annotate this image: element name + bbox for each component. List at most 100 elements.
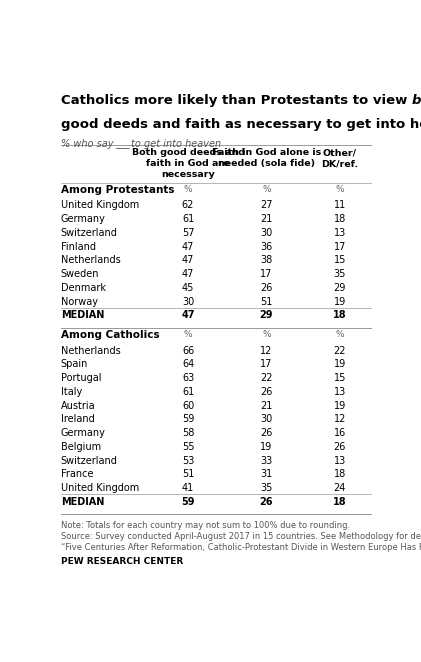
Text: “Five Centuries After Reformation, Catholic-Protestant Divide in Western Europe : “Five Centuries After Reformation, Catho… — [61, 544, 421, 552]
Text: 16: 16 — [333, 428, 346, 438]
Text: 51: 51 — [182, 469, 194, 479]
Text: MEDIAN: MEDIAN — [61, 497, 104, 507]
Text: 58: 58 — [182, 428, 194, 438]
Text: %: % — [184, 330, 192, 339]
Text: Among Protestants: Among Protestants — [61, 185, 174, 195]
Text: Austria: Austria — [61, 401, 96, 410]
Text: 19: 19 — [333, 297, 346, 307]
Text: 36: 36 — [260, 242, 272, 252]
Text: Spain: Spain — [61, 359, 88, 369]
Text: 26: 26 — [260, 283, 272, 293]
Text: 19: 19 — [260, 442, 272, 452]
Text: 47: 47 — [182, 256, 194, 265]
Text: France: France — [61, 469, 93, 479]
Text: Among Catholics: Among Catholics — [61, 330, 160, 340]
Text: 31: 31 — [260, 469, 272, 479]
Text: 19: 19 — [333, 359, 346, 369]
Text: 30: 30 — [182, 297, 194, 307]
Text: Germany: Germany — [61, 428, 106, 438]
Text: 18: 18 — [333, 310, 346, 320]
Text: 29: 29 — [333, 283, 346, 293]
Text: ___: ___ — [115, 138, 130, 148]
Text: 18: 18 — [333, 214, 346, 224]
Text: Switzerland: Switzerland — [61, 228, 117, 238]
Text: 47: 47 — [182, 269, 194, 279]
Text: %: % — [336, 185, 344, 194]
Text: Belgium: Belgium — [61, 442, 101, 452]
Text: 62: 62 — [182, 200, 194, 211]
Text: Catholics more likely than Protestants to view: Catholics more likely than Protestants t… — [61, 94, 412, 107]
Text: Switzerland: Switzerland — [61, 455, 117, 465]
Text: 30: 30 — [260, 414, 272, 424]
Text: 61: 61 — [182, 214, 194, 224]
Text: Faith in God alone is
needed (sola fide): Faith in God alone is needed (sola fide) — [212, 148, 321, 168]
Text: 17: 17 — [260, 359, 272, 369]
Text: 35: 35 — [260, 483, 272, 493]
Text: 41: 41 — [182, 483, 194, 493]
Text: 55: 55 — [182, 442, 194, 452]
Text: 18: 18 — [333, 469, 346, 479]
Text: both: both — [412, 94, 421, 107]
Text: 19: 19 — [333, 401, 346, 410]
Text: good deeds and faith as necessary to get into heaven: good deeds and faith as necessary to get… — [61, 118, 421, 131]
Text: 29: 29 — [260, 310, 273, 320]
Text: 17: 17 — [333, 242, 346, 252]
Text: 17: 17 — [260, 269, 272, 279]
Text: 38: 38 — [260, 256, 272, 265]
Text: 47: 47 — [181, 310, 195, 320]
Text: 13: 13 — [333, 228, 346, 238]
Text: 22: 22 — [260, 373, 272, 383]
Text: 24: 24 — [333, 483, 346, 493]
Text: Sweden: Sweden — [61, 269, 99, 279]
Text: 33: 33 — [260, 455, 272, 465]
Text: Italy: Italy — [61, 387, 82, 397]
Text: 59: 59 — [182, 414, 194, 424]
Text: United Kingdom: United Kingdom — [61, 483, 139, 493]
Text: PEW RESEARCH CENTER: PEW RESEARCH CENTER — [61, 557, 183, 565]
Text: 12: 12 — [260, 346, 272, 355]
Text: 51: 51 — [260, 297, 272, 307]
Text: 13: 13 — [333, 455, 346, 465]
Text: 57: 57 — [182, 228, 194, 238]
Text: % who say: % who say — [61, 138, 113, 148]
Text: 26: 26 — [260, 497, 273, 507]
Text: to get into heaven: to get into heaven — [131, 138, 221, 148]
Text: Source: Survey conducted April-August 2017 in 15 countries. See Methodology for : Source: Survey conducted April-August 20… — [61, 532, 421, 541]
Text: 45: 45 — [182, 283, 194, 293]
Text: 47: 47 — [182, 242, 194, 252]
Text: %: % — [262, 330, 271, 339]
Text: 21: 21 — [260, 401, 272, 410]
Text: 61: 61 — [182, 387, 194, 397]
Text: 15: 15 — [333, 373, 346, 383]
Text: 59: 59 — [181, 497, 195, 507]
Text: 21: 21 — [260, 214, 272, 224]
Text: 22: 22 — [333, 346, 346, 355]
Text: 12: 12 — [333, 414, 346, 424]
Text: %: % — [336, 330, 344, 339]
Text: Both good deeds and
faith in God are
necessary: Both good deeds and faith in God are nec… — [131, 148, 245, 179]
Text: 30: 30 — [260, 228, 272, 238]
Text: Denmark: Denmark — [61, 283, 106, 293]
Text: 60: 60 — [182, 401, 194, 410]
Text: Netherlands: Netherlands — [61, 346, 120, 355]
Text: United Kingdom: United Kingdom — [61, 200, 139, 211]
Text: 26: 26 — [260, 428, 272, 438]
Text: 11: 11 — [333, 200, 346, 211]
Text: 26: 26 — [260, 387, 272, 397]
Text: %: % — [184, 185, 192, 194]
Text: 66: 66 — [182, 346, 194, 355]
Text: 27: 27 — [260, 200, 272, 211]
Text: MEDIAN: MEDIAN — [61, 310, 104, 320]
Text: Finland: Finland — [61, 242, 96, 252]
Text: Norway: Norway — [61, 297, 98, 307]
Text: 63: 63 — [182, 373, 194, 383]
Text: 35: 35 — [333, 269, 346, 279]
Text: %: % — [262, 185, 271, 194]
Text: 15: 15 — [333, 256, 346, 265]
Text: Germany: Germany — [61, 214, 106, 224]
Text: Other/
DK/ref.: Other/ DK/ref. — [321, 148, 358, 168]
Text: Ireland: Ireland — [61, 414, 95, 424]
Text: 53: 53 — [182, 455, 194, 465]
Text: Portugal: Portugal — [61, 373, 101, 383]
Text: 64: 64 — [182, 359, 194, 369]
